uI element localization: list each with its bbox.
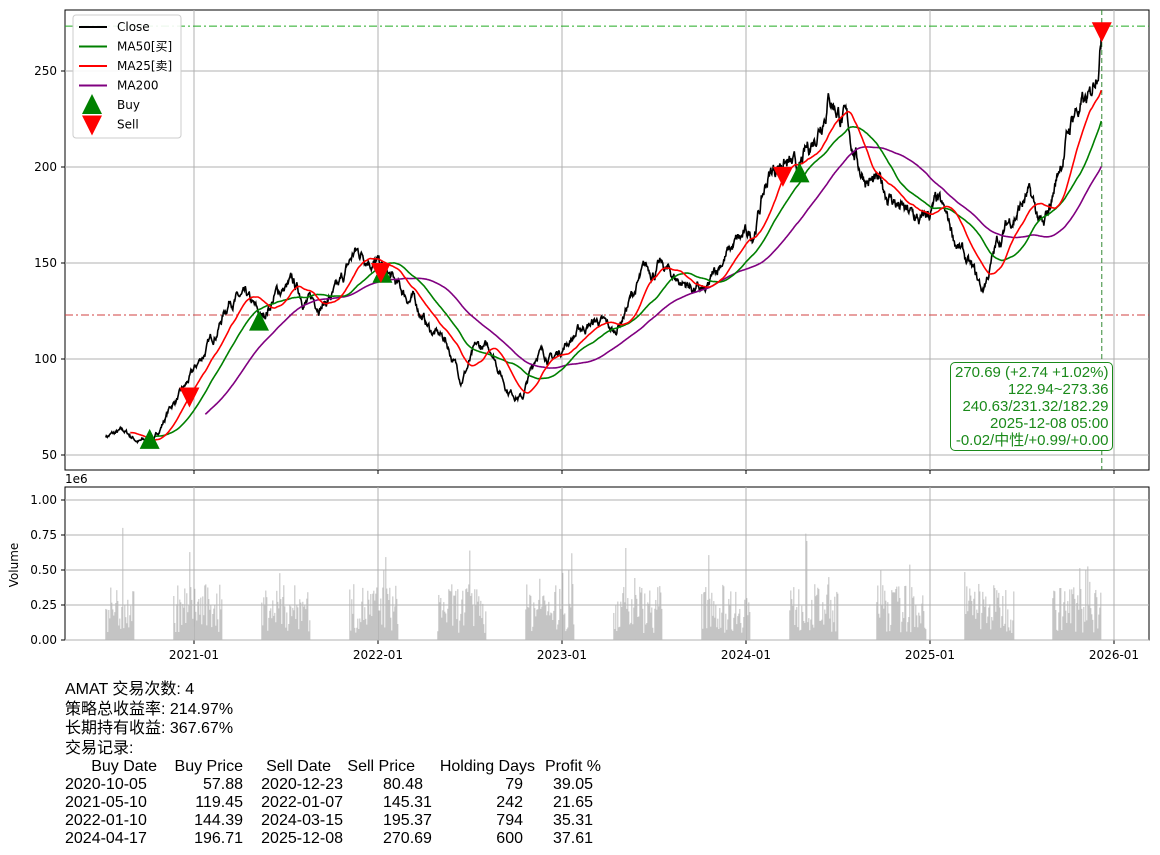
table-cell: 2025-12-08 [261, 830, 343, 847]
table-cell: 794 [496, 812, 523, 829]
sell-marker [772, 166, 793, 187]
table-cell: 2022-01-10 [65, 812, 147, 829]
buy-legend-icon [82, 94, 102, 114]
col-header: Buy Date [91, 758, 157, 775]
volume-axis-label: Volume [7, 543, 21, 588]
price-axes-frame [64, 9, 1150, 471]
buy-marker [139, 428, 160, 449]
volume-scale-label: 1e6 [65, 472, 88, 486]
table-row: 2020-10-05 57.88 2020-12-23 80.48 79 39.05 [65, 776, 601, 794]
table-cell: 242 [496, 794, 523, 811]
table-cell: 2021-05-10 [65, 794, 147, 811]
table-row: 2021-05-10 119.45 2022-01-07 145.31 242 21.65 [65, 794, 601, 812]
table-cell: 79 [505, 776, 523, 793]
info-indicators: -0.02/中性/+0.99/+0.00 [955, 432, 1109, 449]
info-box: 270.69 (+2.74 +1.02%) 122.94~273.36 240.… [950, 362, 1114, 451]
table-cell: 37.61 [552, 830, 593, 847]
info-time: 2025-12-08 05:00 [990, 415, 1109, 432]
y-tick-label: 50 [42, 448, 57, 462]
col-header: Holding Days [439, 758, 535, 775]
volume-tick-label: 0.75 [30, 528, 57, 542]
y-tick-label: 200 [34, 160, 57, 174]
col-header: Buy Price [174, 758, 243, 775]
volume-tick-label: 0.00 [30, 633, 57, 647]
table-cell: 21.65 [552, 794, 593, 811]
x-tick-label: 2026-01 [1089, 648, 1139, 662]
legend-label: MA50[买] [117, 40, 172, 54]
summary: AMAT 交易次数: 4 策略总收益率: 214.97% 长期持有收益: 367.6… [65, 680, 233, 758]
volume-tick-label: 1.00 [30, 493, 57, 507]
table-cell: 2020-10-05 [65, 776, 147, 793]
table-cell: 57.88 [202, 776, 243, 793]
y-tick-label: 250 [34, 64, 57, 78]
ma200-line [204, 146, 1103, 415]
info-ma: 240.63/231.32/182.29 [962, 398, 1109, 415]
close-line [105, 31, 1103, 446]
info-price: 270.69 (+2.74 +1.02%) [955, 364, 1109, 381]
info-range: 122.94~273.36 [1007, 381, 1109, 398]
col-header: Profit % [544, 758, 601, 775]
table-cell: 195.37 [383, 812, 432, 829]
table-cell: 196.71 [194, 830, 243, 847]
table-cell: 119.45 [195, 794, 243, 811]
x-tick-label: 2022-01 [353, 648, 403, 662]
table-cell: 80.48 [383, 776, 424, 793]
table-cell: 145.31 [383, 794, 432, 811]
volume-axes-frame [64, 486, 1150, 641]
x-tick-label: 2025-01 [905, 648, 955, 662]
table-cell: 2020-12-23 [261, 776, 343, 793]
table-cell: 270.69 [383, 830, 432, 847]
table-cell: 144.39 [194, 812, 243, 829]
ma25-line [130, 89, 1103, 441]
table-cell: 39.05 [552, 776, 593, 793]
table-cell: 2024-03-15 [261, 812, 343, 829]
volume-tick-label: 0.25 [30, 598, 57, 612]
table-cell: 2022-01-07 [261, 794, 343, 811]
table-row: 2024-04-17 196.71 2025-12-08 270.69 600 37.61 [65, 830, 601, 848]
sell-legend-icon [82, 115, 102, 136]
volume-tick-label: 0.50 [30, 563, 57, 577]
x-tick-label: 2023-01 [537, 648, 587, 662]
y-tick-label: 100 [34, 352, 57, 366]
hold-return: 长期持有收益: 367.67% [65, 720, 234, 737]
table-header: Buy Date Buy Price Sell Date Sell Price … [65, 758, 601, 776]
table-cell: 600 [496, 830, 523, 847]
col-header: Sell Date [266, 758, 331, 775]
table-cell: 2024-04-17 [65, 830, 147, 847]
col-header: Sell Price [347, 758, 415, 775]
sell-marker [370, 263, 391, 284]
legend-label: Sell [117, 118, 139, 132]
legend-label: MA25[卖] [117, 59, 172, 73]
buy-marker [789, 162, 810, 183]
legend-label: Buy [117, 98, 140, 112]
buy-marker [248, 310, 269, 331]
records-label: 交易记录: [65, 739, 134, 757]
x-tick-label: 2021-01 [169, 648, 219, 662]
sell-marker [179, 387, 200, 408]
chart: 2021-01 2022-01 2023-01 2024-01 2025-01 2026-… [7, 9, 1150, 662]
strategy-return: 策略总收益率: 214.97% [65, 700, 234, 718]
y-tick-label: 150 [34, 256, 57, 270]
table-row: 2022-01-10 144.39 2024-03-15 195.37 794 35.31 [65, 812, 601, 830]
table-cell: 35.31 [552, 812, 593, 829]
trade-table: Buy Date Buy Price Sell Date Sell Price … [65, 758, 601, 848]
legend-label: MA200 [117, 79, 158, 93]
trade-count: AMAT 交易次数: 4 [65, 681, 195, 698]
legend: Close MA50[买] MA25[卖] MA200 Buy Sell [72, 14, 182, 139]
x-tick-label: 2024-01 [721, 648, 771, 662]
sell-marker [1091, 22, 1112, 43]
legend-label: Close [117, 20, 150, 34]
